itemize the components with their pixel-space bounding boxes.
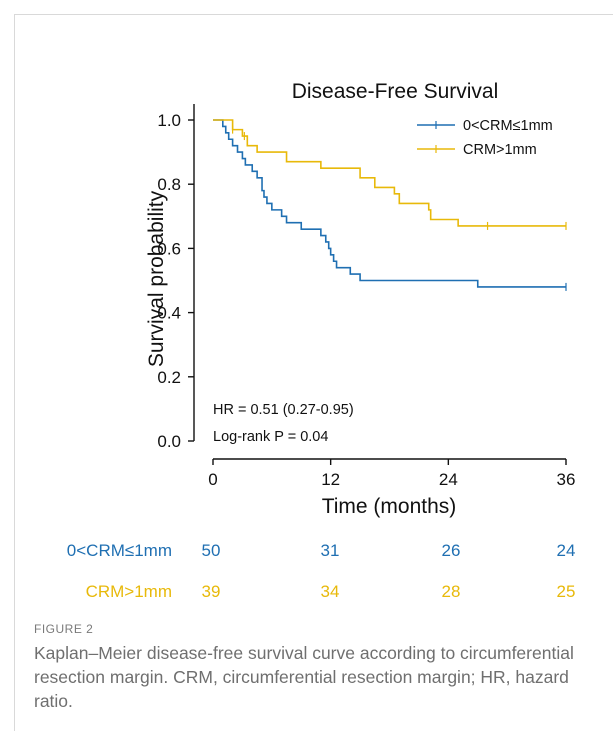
chart-title: Disease-Free Survival [292,80,499,103]
legend-label: CRM>1mm [463,142,537,158]
risk-count: 28 [442,582,461,601]
annotation-hr: HR = 0.51 (0.27-0.95) [213,402,354,418]
survival-curve-0 [213,119,566,288]
figure-label: FIGURE 2 [34,622,94,636]
figure-caption: Kaplan–Meier disease-free survival curve… [34,643,574,711]
risk-count: 26 [442,541,461,560]
risk-count: 34 [321,582,340,601]
risk-count: 31 [321,541,340,560]
risk-count: 50 [202,541,221,560]
axes: 0.0 0.2 0.4 0.6 0.8 1.0 0 12 24 36 [157,104,575,489]
y-tick-label: 0.4 [157,304,181,323]
legend-label: 0<CRM≤1mm [463,118,553,134]
y-tick-label: 1.0 [157,111,181,130]
risk-count: 39 [202,582,221,601]
x-tick-label: 12 [321,470,340,489]
x-tick-label: 0 [208,470,217,489]
y-axis-label: Survival probability [145,190,168,367]
frame-top-border [14,14,613,15]
x-tick-label: 24 [439,470,458,489]
risk-row-label: 0<CRM≤1mm [67,541,172,560]
legend: 0<CRM≤1mm CRM>1mm [417,118,553,158]
frame-left-border [14,14,15,731]
y-tick-label: 0.6 [157,239,181,258]
risk-count: 24 [557,541,576,560]
x-tick-label: 36 [557,470,576,489]
y-tick-label: 0.8 [157,175,181,194]
survival-curve-1 [213,119,566,227]
risk-table: 0<CRM≤1mm 50 31 26 24 CRM>1mm 39 34 28 25 [67,541,576,601]
km-survival-chart: Disease-Free Survival 0.0 0.2 0.4 0.6 0.8 1.0… [67,80,576,601]
risk-count: 25 [557,582,576,601]
risk-row-label: CRM>1mm [86,582,172,601]
annotation-logrank: Log-rank P = 0.04 [213,429,328,445]
y-tick-label: 0.0 [157,432,181,451]
x-axis-label: Time (months) [322,495,457,518]
y-tick-label: 0.2 [157,368,181,387]
survival-curves [213,119,567,291]
